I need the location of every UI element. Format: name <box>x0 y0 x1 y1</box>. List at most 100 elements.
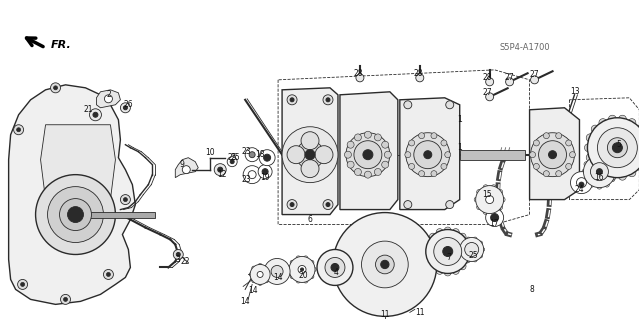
Circle shape <box>474 197 479 202</box>
Circle shape <box>465 248 472 255</box>
Text: 9: 9 <box>180 160 185 169</box>
Circle shape <box>426 229 470 274</box>
Circle shape <box>245 148 259 162</box>
Text: 25: 25 <box>469 251 479 260</box>
Circle shape <box>618 172 627 180</box>
Circle shape <box>381 260 389 268</box>
Polygon shape <box>8 85 136 304</box>
Circle shape <box>586 134 594 142</box>
Text: 14: 14 <box>241 297 250 306</box>
Circle shape <box>344 151 351 158</box>
Text: 24: 24 <box>575 185 584 194</box>
Circle shape <box>271 266 283 277</box>
Text: 15: 15 <box>482 190 492 199</box>
Circle shape <box>290 203 294 207</box>
Circle shape <box>362 241 408 288</box>
Circle shape <box>63 297 67 301</box>
Circle shape <box>381 141 388 148</box>
Circle shape <box>404 201 412 209</box>
Polygon shape <box>340 92 398 210</box>
Circle shape <box>374 168 381 175</box>
Circle shape <box>465 243 479 256</box>
Circle shape <box>596 169 602 175</box>
Text: 8: 8 <box>529 285 534 294</box>
Circle shape <box>584 156 616 188</box>
Circle shape <box>548 151 557 159</box>
Circle shape <box>267 272 271 276</box>
Circle shape <box>176 252 180 256</box>
Circle shape <box>607 138 627 158</box>
Circle shape <box>463 240 470 247</box>
Circle shape <box>93 112 98 117</box>
Polygon shape <box>282 88 338 215</box>
Circle shape <box>405 152 411 158</box>
Circle shape <box>385 151 391 158</box>
Text: 16: 16 <box>595 173 604 182</box>
Circle shape <box>431 171 437 177</box>
Circle shape <box>584 144 593 152</box>
Circle shape <box>376 255 394 274</box>
Circle shape <box>577 178 586 188</box>
Circle shape <box>356 74 364 82</box>
Circle shape <box>264 259 290 284</box>
Circle shape <box>486 78 493 86</box>
Circle shape <box>301 268 303 271</box>
Circle shape <box>301 132 319 150</box>
Circle shape <box>326 203 330 207</box>
Circle shape <box>218 167 223 172</box>
Circle shape <box>566 164 572 169</box>
Circle shape <box>347 141 354 148</box>
Circle shape <box>262 169 268 175</box>
Circle shape <box>531 76 538 84</box>
Circle shape <box>610 177 615 182</box>
Circle shape <box>252 279 256 283</box>
Circle shape <box>250 264 270 284</box>
Text: 18: 18 <box>255 150 265 159</box>
Circle shape <box>287 146 305 164</box>
Circle shape <box>628 119 636 127</box>
Circle shape <box>333 212 436 316</box>
Circle shape <box>444 227 451 234</box>
Circle shape <box>445 152 451 158</box>
Circle shape <box>486 209 504 227</box>
Text: 28: 28 <box>353 69 363 78</box>
Text: 22: 22 <box>180 257 190 266</box>
Text: 28: 28 <box>413 69 422 78</box>
Circle shape <box>230 160 234 164</box>
Circle shape <box>467 258 470 262</box>
Circle shape <box>416 74 424 82</box>
Circle shape <box>404 101 412 109</box>
Circle shape <box>17 128 20 132</box>
Text: 4: 4 <box>333 268 339 277</box>
Circle shape <box>436 228 444 236</box>
Circle shape <box>533 164 540 169</box>
Text: 28: 28 <box>483 73 492 82</box>
Text: 21: 21 <box>84 105 93 114</box>
Circle shape <box>463 256 470 263</box>
Circle shape <box>556 171 562 177</box>
Circle shape <box>355 134 362 141</box>
Circle shape <box>473 258 477 262</box>
Text: 14: 14 <box>273 273 283 282</box>
Circle shape <box>305 150 315 160</box>
Circle shape <box>491 209 496 214</box>
Circle shape <box>604 182 609 187</box>
Circle shape <box>599 169 607 177</box>
Circle shape <box>479 254 483 258</box>
Text: 20: 20 <box>298 271 308 280</box>
Circle shape <box>47 187 104 243</box>
Text: 27: 27 <box>483 88 492 97</box>
Polygon shape <box>40 125 115 200</box>
Circle shape <box>591 163 609 180</box>
Circle shape <box>249 272 253 276</box>
Circle shape <box>429 233 436 240</box>
Circle shape <box>108 95 117 105</box>
Circle shape <box>419 133 424 139</box>
Circle shape <box>325 258 345 277</box>
Circle shape <box>481 247 484 252</box>
Polygon shape <box>97 90 120 108</box>
Circle shape <box>491 185 496 190</box>
Circle shape <box>570 152 575 158</box>
Circle shape <box>533 140 540 146</box>
Circle shape <box>419 171 424 177</box>
